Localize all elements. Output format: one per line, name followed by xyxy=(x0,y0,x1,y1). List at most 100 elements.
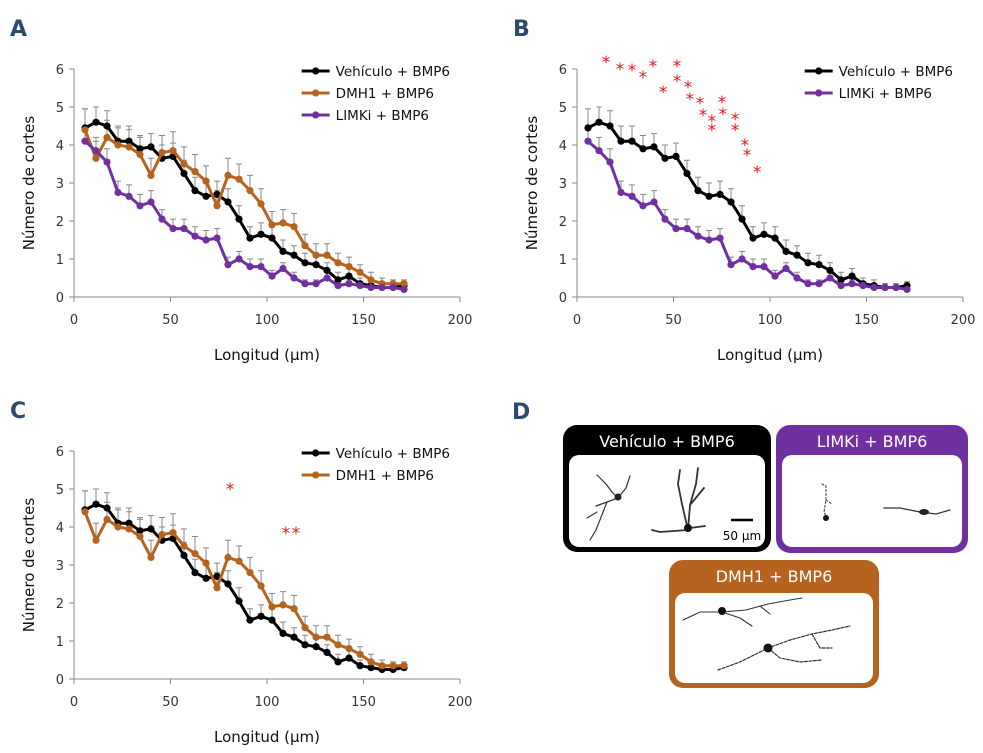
marker xyxy=(345,654,353,662)
marker xyxy=(356,268,364,276)
marker xyxy=(881,283,889,292)
marker xyxy=(367,283,375,292)
marker xyxy=(202,559,210,567)
marker xyxy=(290,223,298,231)
legend-marker xyxy=(312,67,320,75)
marker xyxy=(826,274,834,282)
marker xyxy=(400,285,408,293)
marker xyxy=(136,150,144,159)
marker xyxy=(782,247,790,255)
marker xyxy=(367,664,375,672)
marker xyxy=(334,259,342,267)
marker xyxy=(180,225,188,233)
series-line xyxy=(83,511,405,668)
marker xyxy=(268,272,276,280)
marker xyxy=(235,597,243,605)
marker xyxy=(760,263,768,271)
marker xyxy=(301,242,309,250)
marker xyxy=(213,190,221,198)
y-tick-label: 3 xyxy=(559,177,567,192)
marker xyxy=(683,169,691,178)
marker xyxy=(400,280,408,288)
marker xyxy=(639,145,647,153)
marker xyxy=(92,154,100,162)
panel-label: D xyxy=(512,400,530,425)
marker xyxy=(606,158,614,166)
marker xyxy=(738,215,746,223)
marker xyxy=(114,188,122,197)
marker xyxy=(793,251,801,259)
marker xyxy=(749,234,757,242)
x-tick-label: 0 xyxy=(70,313,78,328)
marker xyxy=(815,261,823,269)
marker xyxy=(257,263,265,271)
marker xyxy=(246,187,254,195)
marker xyxy=(584,137,592,145)
marker xyxy=(224,261,232,269)
significance: * xyxy=(731,110,740,130)
y-tick-label: 4 xyxy=(559,139,567,154)
marker xyxy=(815,280,823,288)
marker xyxy=(323,251,331,259)
marker xyxy=(235,255,243,263)
soma xyxy=(763,643,773,653)
marker xyxy=(738,255,746,263)
marker xyxy=(782,264,790,273)
marker xyxy=(628,137,636,145)
marker xyxy=(345,645,353,653)
marker xyxy=(837,276,845,284)
marker xyxy=(92,118,100,126)
legend-marker xyxy=(312,471,320,479)
marker xyxy=(892,283,900,292)
marker xyxy=(694,187,702,195)
marker xyxy=(246,263,254,271)
legend-marker xyxy=(815,67,823,75)
y-tick-label: 5 xyxy=(56,483,64,498)
x-tick-label: 200 xyxy=(448,313,473,328)
marker xyxy=(345,263,353,271)
marker xyxy=(400,662,408,670)
marker xyxy=(334,276,342,284)
marker xyxy=(661,215,669,223)
marker xyxy=(246,234,254,242)
significance: * xyxy=(673,72,682,92)
marker xyxy=(859,282,867,290)
y-tick-label: 0 xyxy=(56,291,64,306)
marker xyxy=(683,225,691,233)
marker xyxy=(169,147,177,155)
y-tick-label: 4 xyxy=(56,521,64,536)
marker xyxy=(301,624,309,632)
marker xyxy=(114,141,122,149)
x-tick-label: 100 xyxy=(255,313,280,328)
marker xyxy=(606,122,614,130)
x-tick-label: 150 xyxy=(854,313,879,328)
marker xyxy=(334,641,342,649)
marker xyxy=(158,215,166,223)
marker xyxy=(323,266,331,274)
significance: * xyxy=(708,121,717,141)
marker xyxy=(125,519,133,527)
significance: * xyxy=(699,106,708,126)
series-line xyxy=(84,140,405,291)
y-tick-label: 6 xyxy=(559,63,567,78)
soma xyxy=(823,515,829,521)
panel-label: A xyxy=(10,17,27,42)
marker xyxy=(268,603,276,611)
marker xyxy=(312,251,320,259)
marker xyxy=(92,536,100,544)
marker xyxy=(826,266,834,274)
marker xyxy=(312,280,320,288)
marker xyxy=(136,527,144,535)
soma xyxy=(614,493,622,501)
marker xyxy=(103,122,111,130)
x-tick-label: 200 xyxy=(448,695,473,710)
marker xyxy=(279,219,287,227)
marker xyxy=(705,236,713,244)
marker xyxy=(202,192,210,200)
marker xyxy=(323,633,331,641)
x-tick-label: 50 xyxy=(665,313,682,328)
marker xyxy=(312,633,320,641)
marker xyxy=(202,574,210,582)
marker xyxy=(213,572,221,581)
